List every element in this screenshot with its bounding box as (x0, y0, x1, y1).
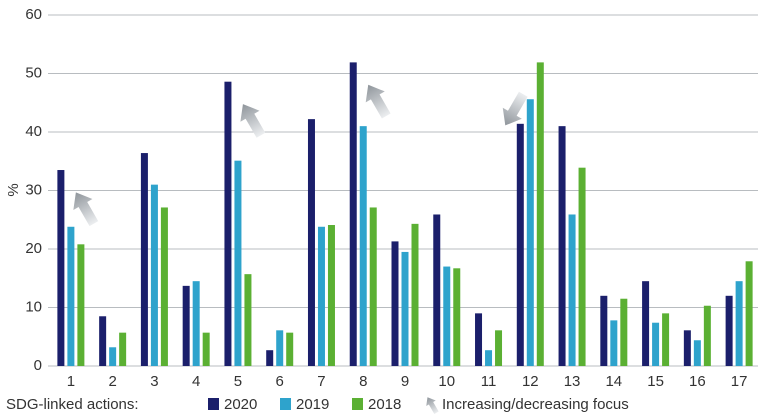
bar (578, 167, 586, 366)
bar (224, 81, 232, 366)
bar (276, 330, 284, 366)
bar (411, 223, 419, 366)
x-tick-label: 14 (605, 373, 622, 390)
x-tick-label: 10 (438, 373, 455, 390)
legend-label: Increasing/decreasing focus (442, 396, 629, 413)
x-tick-label: 17 (731, 373, 748, 390)
bar (57, 170, 65, 366)
bar (67, 226, 75, 366)
bar (703, 305, 711, 366)
bar (516, 123, 524, 366)
bar (307, 119, 315, 366)
x-tick-label: 4 (192, 373, 200, 390)
x-tick-label: 7 (317, 373, 325, 390)
legend-swatch (208, 398, 219, 410)
bar (735, 281, 743, 366)
bar (317, 226, 325, 366)
bar (568, 214, 576, 366)
y-tick-label: 0 (34, 357, 42, 374)
bar (600, 295, 608, 366)
legend-swatch (352, 398, 363, 410)
bar (202, 332, 210, 366)
bar (610, 320, 618, 366)
bar (359, 126, 367, 367)
focus-arrow (73, 192, 99, 227)
bar (642, 281, 650, 366)
bar (558, 126, 566, 367)
bar (662, 313, 670, 366)
bar (327, 225, 335, 366)
bar (495, 330, 503, 366)
x-tick-label: 9 (401, 373, 409, 390)
bar (725, 295, 733, 366)
bar (369, 207, 377, 366)
bar (443, 266, 451, 366)
focus-arrow (240, 104, 266, 138)
bar (119, 332, 127, 366)
x-tick-label: 1 (67, 373, 75, 390)
legend-swatch (280, 398, 291, 410)
x-tick-label: 12 (522, 373, 539, 390)
y-tick-label: 30 (25, 181, 42, 198)
y-tick-label: 20 (25, 240, 42, 257)
bar (683, 330, 691, 366)
x-tick-label: 8 (359, 373, 367, 390)
x-tick-label: 16 (689, 373, 706, 390)
y-tick-label: 10 (25, 298, 42, 315)
bar (182, 285, 190, 366)
y-tick-label: 50 (25, 64, 42, 81)
focus-arrow (365, 84, 391, 119)
y-tick-label: 40 (25, 123, 42, 140)
bar (620, 298, 628, 366)
x-tick-label: 13 (564, 373, 581, 390)
bar (485, 350, 493, 366)
y-axis-label: % (5, 183, 22, 196)
bar (109, 347, 117, 366)
y-tick-label: 60 (25, 6, 42, 23)
legend-label: 2018 (368, 396, 401, 413)
bar (526, 99, 534, 367)
bar (401, 251, 409, 366)
bar (475, 313, 483, 366)
x-tick-label: 6 (276, 373, 284, 390)
legend-label: 2020 (224, 396, 257, 413)
bar (286, 332, 294, 366)
x-tick-label: 5 (234, 373, 242, 390)
legend-arrow (426, 397, 439, 415)
bar (652, 322, 660, 366)
x-tick-label: 15 (647, 373, 664, 390)
bar (234, 160, 242, 366)
bar (453, 268, 461, 366)
bar (140, 153, 148, 366)
x-tick-label: 11 (481, 373, 497, 390)
bar (745, 261, 753, 366)
bar (693, 340, 701, 366)
bar (266, 350, 274, 366)
bar (391, 241, 399, 366)
bar (536, 62, 544, 366)
bar (192, 281, 200, 366)
bar (150, 184, 158, 366)
bar (349, 62, 357, 366)
x-tick-label: 2 (108, 373, 116, 390)
x-tick-label: 3 (150, 373, 158, 390)
focus-arrow (502, 91, 528, 126)
bar (99, 316, 107, 366)
bar (433, 214, 441, 366)
bar (77, 244, 85, 366)
legend-label: 2019 (296, 396, 329, 413)
x-axis-label: SDG-linked actions: (6, 396, 139, 413)
bar (160, 207, 168, 366)
bar (244, 274, 252, 366)
